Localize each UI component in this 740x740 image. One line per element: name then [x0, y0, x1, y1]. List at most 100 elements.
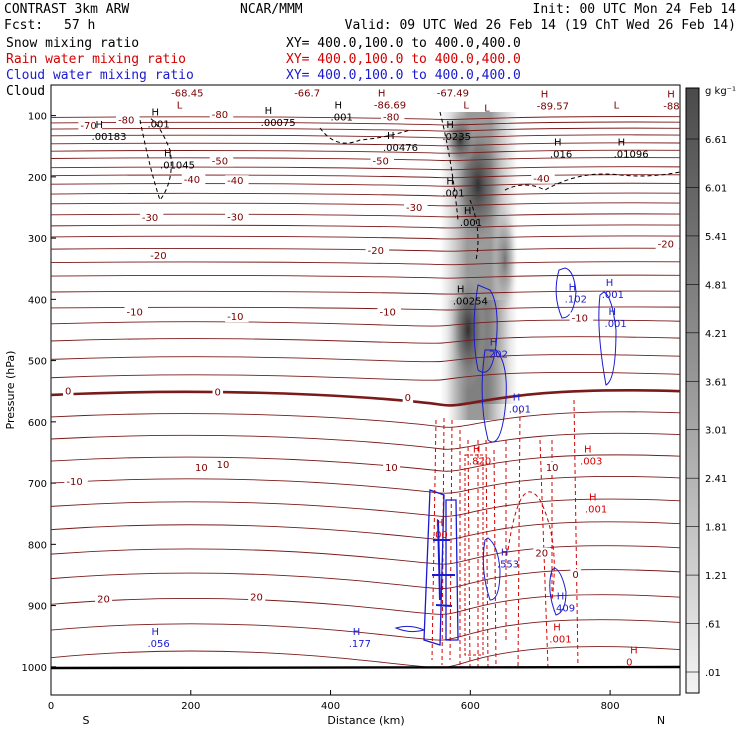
high-marker: H: [584, 445, 592, 456]
low-marker: L: [614, 100, 620, 111]
label-mask: [214, 458, 232, 470]
label-mask: [139, 211, 164, 223]
label-mask: [95, 593, 113, 605]
isotherm-label: -70: [80, 121, 96, 132]
isotherm-line: [51, 134, 680, 139]
high-marker: H: [151, 107, 159, 118]
end-label-north: N: [657, 714, 665, 727]
isotherm-label: -50: [212, 157, 228, 168]
high-marker: H: [569, 282, 577, 293]
isotherm-line: [51, 432, 680, 450]
extremum-value: .001: [331, 113, 353, 124]
plot-content: L L L L -80 -80 -80 -70 -50 -50 -40 -40 -40 -30 -30 -3…: [51, 77, 680, 669]
isotherm-label: 20: [250, 593, 263, 604]
legend-field-name: Rain water mixing ratio: [6, 52, 186, 67]
isotherm-line: [51, 149, 680, 154]
extremum-value: .001: [549, 634, 571, 645]
isotherm-label: -30: [406, 203, 422, 214]
isotherm-line: [51, 274, 680, 279]
isotherm-line: [51, 336, 680, 344]
colorbar-label: 3.61: [705, 377, 727, 388]
header: CONTRAST 3km ARW NCAR/MMM Init: 00 UTC M…: [4, 2, 736, 33]
isotherm-line: [51, 411, 680, 428]
label-mask: [370, 155, 394, 167]
isotherm-label: -10: [379, 307, 395, 318]
low-marker: L: [463, 100, 469, 111]
extremum-value: -89.57: [537, 101, 569, 112]
high-marker: H: [164, 148, 172, 159]
isotherm-label: -30: [142, 213, 158, 224]
extremum-value: .202: [486, 350, 508, 361]
extremum-value: -67.49: [437, 89, 469, 100]
isotherm-line: [51, 247, 680, 252]
y-tick-label: 800: [28, 540, 47, 551]
isotherm-line: [51, 235, 680, 240]
extremum-value: .00: [432, 530, 448, 541]
isotherm-label: -80: [212, 110, 228, 121]
isotherm-label: -10: [572, 313, 588, 324]
high-marker: H: [265, 106, 273, 117]
label-mask: [148, 249, 172, 261]
header-center: NCAR/MMM: [240, 2, 303, 17]
high-marker: H: [541, 89, 549, 100]
rain-contour-lobe: [507, 491, 555, 601]
label-mask: [225, 211, 249, 223]
high-marker: H: [96, 120, 104, 131]
isotherm-label: -40: [533, 174, 549, 185]
y-tick-label: 700: [28, 479, 47, 490]
extremum-value: -86.69: [374, 100, 406, 111]
extremum-value: .001: [585, 504, 607, 515]
extremum-value: .003: [580, 457, 602, 468]
isotherm-line: [51, 166, 680, 171]
isotherm-label: 10: [546, 463, 559, 474]
x-tick-label: 200: [181, 701, 200, 712]
cloud-water-core: [432, 519, 455, 607]
high-marker: H: [609, 307, 617, 318]
cloud-water-low-columns: [423, 489, 459, 646]
label-mask: [78, 120, 102, 132]
extremum-value: -68.45: [171, 89, 203, 100]
y-tick-label: 1000: [22, 663, 47, 674]
isotherm-label: -30: [227, 212, 243, 223]
high-marker: H: [589, 492, 597, 503]
high-marker: H: [667, 89, 675, 100]
extremum-value: .00183: [92, 132, 127, 143]
x-axis: 0 200 400 600 800: [48, 690, 620, 712]
y-axis: 100 200 300 400 500 600 700 800 900 1000: [22, 112, 56, 674]
colorbar-label: 1.81: [705, 523, 727, 534]
x-tick-label: 600: [461, 701, 480, 712]
label-mask: [569, 312, 594, 324]
isotherm-label: 0: [405, 393, 411, 404]
high-marker: H: [501, 548, 509, 559]
extremum-value: 0: [626, 658, 632, 669]
isotherm-line: [51, 319, 680, 327]
label-mask: [181, 173, 206, 185]
isotherm-line: [51, 306, 680, 311]
extremum-value: .00075: [261, 118, 296, 129]
label-mask: [533, 547, 551, 559]
snow-core-east: [493, 205, 517, 315]
isotherm-label: 20: [97, 595, 110, 606]
high-marker: H: [446, 176, 454, 187]
isotherm-label: -10: [66, 477, 82, 488]
colorbar-label: 6.61: [705, 135, 727, 146]
high-marker: H: [473, 445, 481, 456]
isotherm-label: 0: [65, 386, 71, 397]
high-marker: H: [175, 77, 183, 88]
isotherm-label: -40: [227, 176, 243, 187]
label-mask: [212, 386, 224, 398]
header-init: Init: 00 UTC Mon 24 Feb 14: [533, 2, 737, 17]
isotherm-label: 10: [195, 463, 208, 474]
x-axis-label: Distance (km): [327, 714, 404, 727]
extremum-value: .001: [147, 119, 169, 130]
isotherm-label: -10: [227, 312, 243, 323]
legend-field-xy: XY= 400.0,100.0 to 400.0,400.0: [286, 68, 521, 83]
extremum-value: .001: [460, 218, 482, 229]
label-mask: [655, 238, 680, 250]
legend-field-xy: XY= 400.0,100.0 to 400.0,400.0: [286, 36, 521, 51]
label-mask: [380, 111, 405, 123]
isotherm-line: [51, 142, 680, 147]
extremum-value: .00254: [453, 296, 488, 307]
extremum-value: .553: [497, 560, 519, 571]
extremum-value: .177: [349, 639, 371, 650]
